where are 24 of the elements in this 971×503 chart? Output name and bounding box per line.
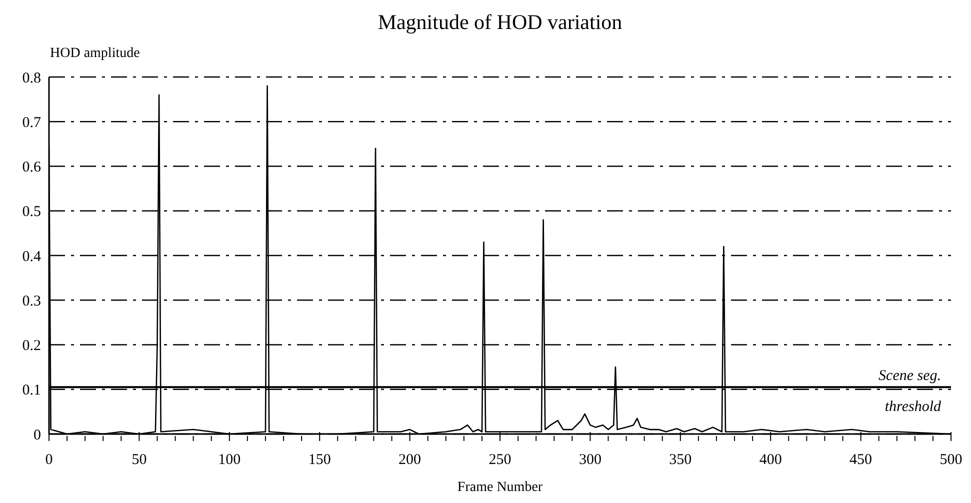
y-tick-label: 0.3 xyxy=(22,293,41,310)
y-tick-label: 0.5 xyxy=(22,204,41,220)
y-tick-label: 0.4 xyxy=(22,248,42,265)
y-tick-label: 0 xyxy=(34,427,41,444)
y-tick-label: 0.2 xyxy=(22,338,41,354)
x-tick-label: 450 xyxy=(850,452,872,468)
x-axis-title: Frame Number xyxy=(456,480,544,496)
x-tick-label: 300 xyxy=(578,452,602,468)
ref-line-label: Scene seg. threshold xyxy=(878,368,942,416)
chart-title: Magnitude of HOD variation xyxy=(376,10,624,35)
y-tick-label: 0.6 xyxy=(22,160,42,176)
x-tick-label: 250 xyxy=(488,452,512,468)
x-tick-label: 50 xyxy=(132,452,147,468)
x-tick-label: 150 xyxy=(308,452,331,468)
x-tick-label: 400 xyxy=(759,452,782,468)
x-tick-label: 200 xyxy=(398,452,422,468)
y-tick-label: 0.7 xyxy=(22,114,42,131)
y-tick-label: 0.1 xyxy=(22,382,41,399)
y-tick-label: 0.8 xyxy=(22,70,41,86)
y-axis-title: HOD amplitude xyxy=(50,46,140,62)
x-tick-label: 100 xyxy=(218,452,241,468)
x-tick-label: 500 xyxy=(940,452,962,468)
x-tick-label: 350 xyxy=(669,452,692,468)
x-tick-label: 0 xyxy=(45,452,53,468)
